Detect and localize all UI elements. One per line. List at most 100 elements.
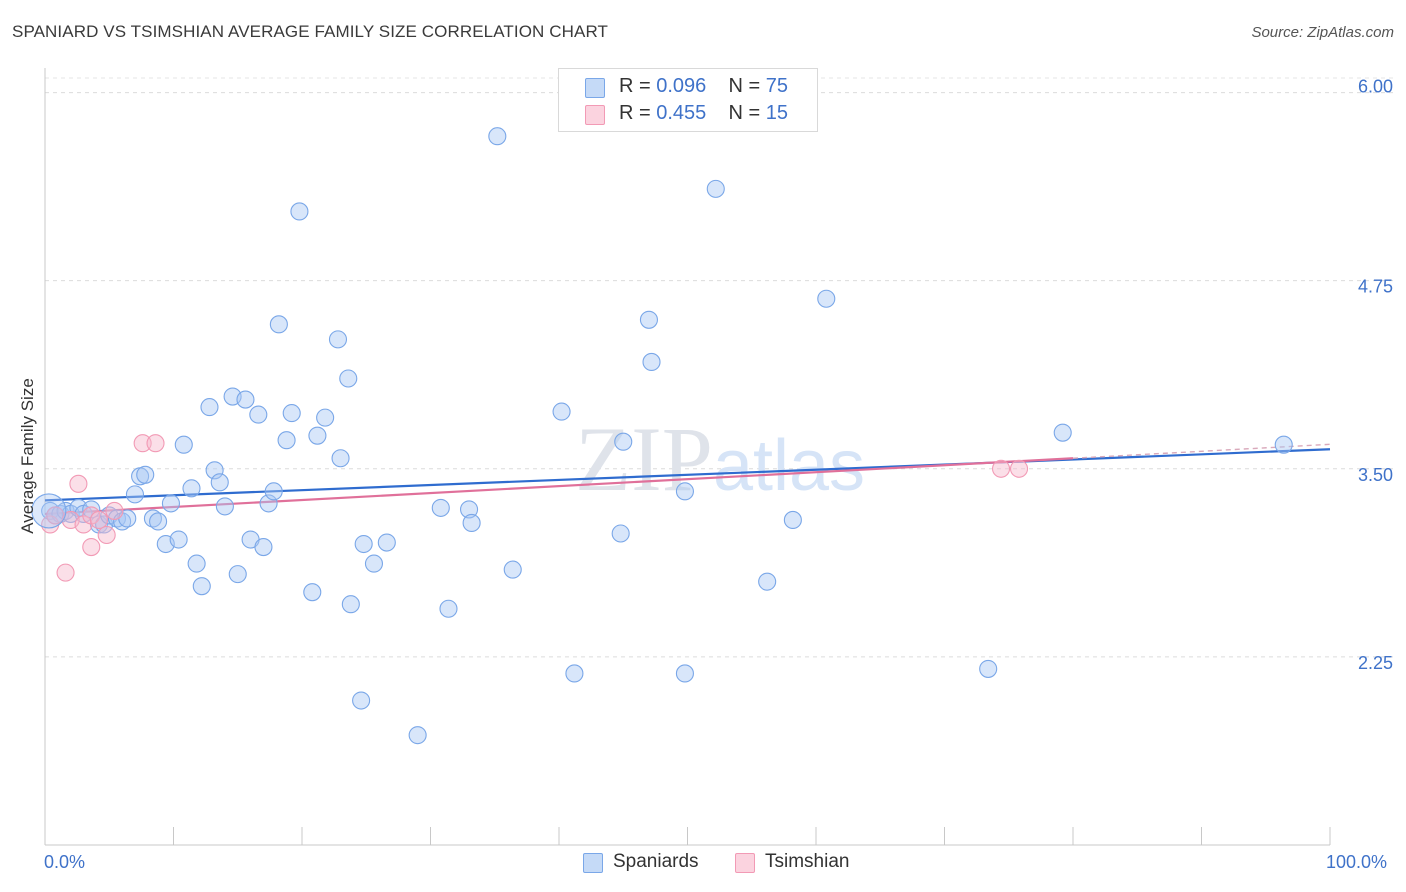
tsimshian-point (82, 537, 101, 557)
spaniards-point (107, 509, 127, 528)
spaniards-point (210, 473, 229, 492)
spaniards-point (377, 533, 396, 552)
x-tick-label-max: 100.0% (1326, 852, 1388, 872)
spaniards-point (187, 554, 206, 573)
spaniards-point (408, 726, 427, 745)
spaniards-n-value: 75 (765, 75, 789, 97)
spaniards-point (215, 497, 234, 516)
spaniards-point (290, 202, 309, 221)
tsimshian-trend-extension (1072, 443, 1331, 459)
spaniards-point (125, 485, 144, 504)
r-label: R = (619, 102, 651, 124)
spaniards-point (282, 404, 301, 423)
spaniards-cluster-point (31, 493, 67, 529)
watermark-atlas: atlas (713, 426, 865, 506)
data-points (31, 127, 1293, 745)
chart-title: SPANIARD VS TSIMSHIAN AVERAGE FAMILY SIZ… (12, 22, 608, 41)
tsimshian-point (89, 510, 109, 530)
n-label: N = (728, 75, 761, 97)
spaniards-point (817, 289, 836, 308)
spaniards-point (254, 537, 273, 557)
spaniards-point (161, 494, 180, 513)
spaniards-point (639, 310, 659, 329)
spaniards-point (706, 179, 725, 198)
correlation-legend: R = 0.096 N = 75 R = 0.455 N = 15 (558, 68, 818, 132)
spaniards-point (228, 565, 247, 584)
spaniards-point (758, 572, 777, 591)
spaniards-swatch (585, 78, 605, 98)
spaniards-point (192, 577, 211, 596)
spaniards-legend-swatch (583, 853, 603, 873)
tsimshian-point (133, 434, 152, 453)
tsimshian-point (1009, 459, 1029, 478)
spaniards-point (611, 524, 630, 543)
x-tick-label-min: 0.0% (44, 852, 86, 872)
spaniards-point (169, 530, 188, 549)
spaniards-point (308, 426, 327, 445)
spaniards-point (143, 509, 162, 528)
spaniards-point (182, 479, 201, 498)
y-tick-label: 6.00 (1358, 77, 1393, 97)
spaniards-point (354, 534, 373, 554)
spaniards-point (614, 432, 633, 451)
spaniards-point (979, 659, 998, 678)
n-label: N = (728, 102, 761, 124)
tsimshian-point (991, 459, 1011, 478)
spaniards-point (277, 431, 296, 450)
spaniards-point (783, 510, 802, 530)
tsimshian-point (105, 501, 124, 520)
spaniards-point (503, 560, 522, 579)
watermark: ZIPatlas (575, 408, 865, 510)
spaniards-point (269, 315, 288, 334)
grid-lines (45, 77, 1395, 658)
spaniards-point (675, 482, 694, 501)
tsimshian-swatch (585, 105, 605, 125)
spaniards-point (352, 691, 371, 710)
y-tick-labels: 2.25 3.50 4.75 6.00 (1358, 77, 1393, 673)
tsimshian-r-value: 0.455 (656, 102, 707, 124)
tsimshian-legend-swatch (735, 853, 755, 873)
spaniards-point (316, 408, 335, 427)
spaniards-point (431, 498, 450, 517)
spaniards-point (259, 494, 278, 513)
spaniards-point (149, 512, 168, 531)
spaniards-point (339, 369, 358, 388)
spaniards-point (675, 664, 694, 683)
spaniards-legend-label: Spaniards (613, 851, 699, 872)
tsimshian-n-value: 15 (765, 102, 789, 124)
tsimshian-point (97, 525, 116, 545)
tsimshian-point (69, 474, 88, 493)
spaniards-point (364, 554, 384, 573)
spaniards-point (439, 599, 458, 618)
spaniards-point (205, 461, 224, 480)
tsimshian-legend-label: Tsimshian (765, 851, 850, 872)
spaniards-point (1274, 435, 1293, 454)
r-label: R = (619, 75, 651, 97)
y-tick-label: 2.25 (1358, 653, 1393, 673)
spaniards-point (236, 390, 255, 409)
spaniards-point (1053, 423, 1072, 442)
axes (44, 68, 1331, 846)
y-tick-label: 4.75 (1358, 277, 1393, 297)
spaniards-point (565, 664, 584, 683)
watermark-zip: ZIP (575, 408, 713, 510)
spaniards-point (328, 330, 348, 349)
y-tick-label: 3.50 (1358, 465, 1393, 485)
spaniards-r-value: 0.096 (656, 75, 707, 97)
spaniards-point (136, 465, 155, 484)
chart-source: Source: ZipAtlas.com (1251, 24, 1394, 41)
spaniards-point (331, 449, 350, 468)
spaniards-trend-line (44, 448, 1331, 502)
spaniards-point (462, 513, 481, 533)
tsimshian-point (146, 434, 165, 453)
spaniards-point (174, 435, 193, 454)
spaniards-point (249, 405, 268, 424)
spaniards-point (642, 352, 661, 371)
spaniards-point (459, 500, 479, 519)
spaniards-point (341, 595, 360, 614)
tsimshian-point (56, 563, 75, 582)
spaniards-point (200, 398, 219, 417)
spaniards-point (264, 482, 283, 501)
spaniards-point (488, 127, 507, 146)
